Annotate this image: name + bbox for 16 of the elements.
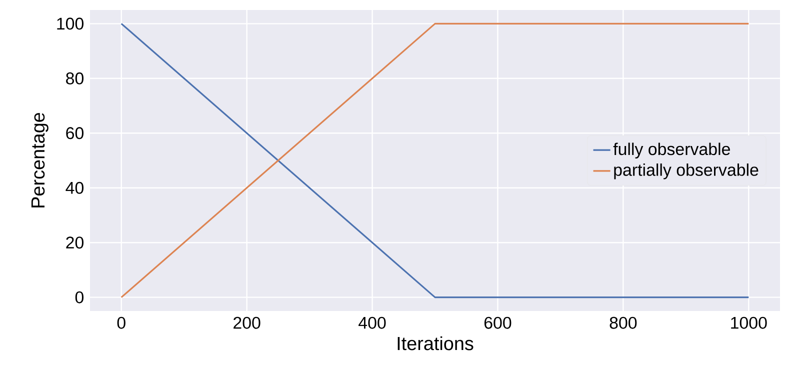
y-tick-label: 0	[75, 291, 84, 304]
x-tick-label: 0	[117, 316, 126, 329]
y-tick-label: 40	[66, 182, 84, 194]
x-tick-label: 800	[610, 316, 637, 329]
y-tick-label: 20	[66, 236, 84, 249]
y-tick-label: 100	[57, 18, 84, 30]
y-tick-label: 80	[66, 72, 84, 84]
legend-label: fully observable	[613, 142, 730, 158]
x-tick-label: 600	[484, 316, 512, 329]
x-tick-label: 400	[358, 316, 386, 329]
x-tick-label: 200	[234, 316, 260, 329]
x-axis-title: Iterations	[398, 336, 474, 350]
x-tick-label: 1000	[731, 316, 767, 329]
y-axis-title: Percentage	[31, 112, 48, 208]
y-tick-label: 60	[66, 127, 84, 140]
legend-label: partially observable	[614, 164, 758, 180]
